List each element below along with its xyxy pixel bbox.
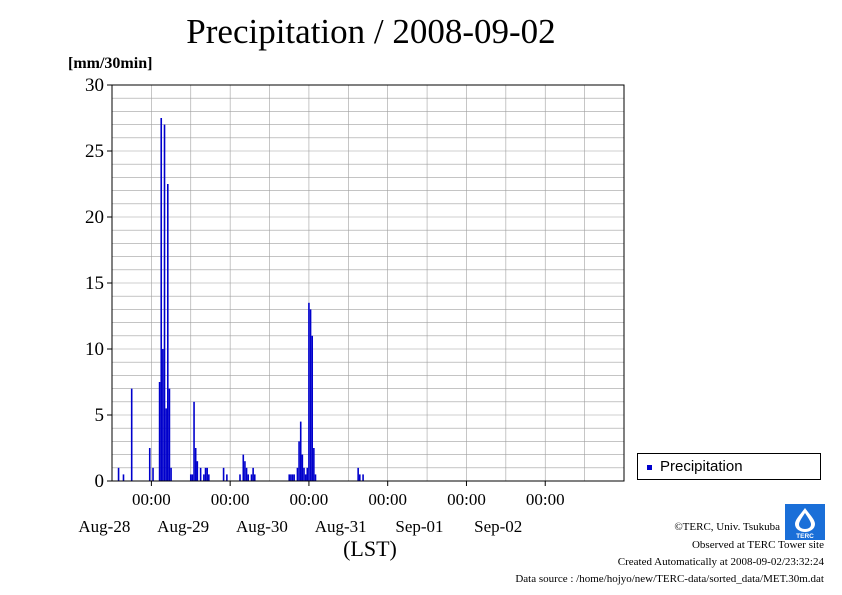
x-tick-time-label: 00:00 bbox=[290, 490, 329, 509]
x-tick-date-label: Sep-02 bbox=[474, 517, 522, 536]
precip-bar bbox=[308, 302, 310, 481]
precip-bar bbox=[189, 474, 192, 481]
y-tick-label: 25 bbox=[85, 141, 104, 162]
precip-bar bbox=[362, 474, 364, 481]
footer-copyright: ©TERC, Univ. Tsukuba bbox=[674, 521, 780, 533]
footer-created: Created Automatically at 2008-09-02/23:3… bbox=[617, 556, 824, 568]
precip-bar bbox=[245, 467, 248, 481]
precip-bar bbox=[203, 474, 205, 481]
x-tick-time-label: 00:00 bbox=[132, 490, 171, 509]
legend: Precipitation bbox=[637, 453, 821, 480]
precip-bar bbox=[239, 474, 241, 481]
precip-bar bbox=[303, 467, 305, 481]
precip-bar bbox=[160, 118, 163, 481]
precip-bar bbox=[163, 124, 166, 481]
precip-bar bbox=[117, 467, 120, 481]
x-tick-date-label: Aug-31 bbox=[315, 517, 367, 536]
precip-bar bbox=[301, 454, 304, 481]
precip-bar bbox=[170, 467, 172, 481]
x-axis: 00:00Aug-2800:00Aug-2900:00Aug-3000:00Au… bbox=[78, 481, 565, 536]
x-tick-time-label: 00:00 bbox=[526, 490, 565, 509]
legend-swatch bbox=[647, 465, 652, 470]
precip-bar bbox=[130, 388, 133, 481]
y-tick-label: 15 bbox=[85, 273, 104, 294]
x-tick-time-label: 00:00 bbox=[211, 490, 250, 509]
precip-bar bbox=[226, 474, 228, 481]
terc-logo: TERC bbox=[785, 504, 825, 540]
precip-bar bbox=[358, 474, 361, 481]
precip-bar bbox=[291, 474, 294, 481]
chart-title: Precipitation / 2008-09-02 bbox=[186, 12, 556, 51]
precip-bar bbox=[206, 467, 208, 481]
precip-bar bbox=[252, 467, 254, 481]
precip-bar bbox=[122, 474, 125, 481]
precip-bar bbox=[199, 467, 202, 481]
precip-bar bbox=[290, 474, 292, 481]
precip-bar bbox=[296, 467, 299, 481]
precip-bar bbox=[148, 448, 151, 481]
precip-bar bbox=[304, 474, 307, 481]
x-tick-date-label: Sep-01 bbox=[395, 517, 443, 536]
precip-bar bbox=[293, 474, 295, 481]
precip-bar bbox=[196, 461, 199, 481]
precip-bar bbox=[152, 467, 154, 481]
precip-bar bbox=[311, 335, 314, 481]
y-axis-unit-label: [mm/30min] bbox=[68, 55, 153, 72]
precip-bar bbox=[288, 474, 291, 481]
precip-bar bbox=[298, 441, 300, 481]
precip-bar bbox=[158, 382, 161, 481]
x-tick-date-label: Aug-28 bbox=[78, 517, 130, 536]
x-tick-date-label: Aug-29 bbox=[157, 517, 209, 536]
logo-text: TERC bbox=[796, 533, 814, 540]
precip-bar bbox=[247, 474, 250, 481]
y-tick-label: 30 bbox=[85, 75, 104, 96]
x-tick-time-label: 00:00 bbox=[368, 490, 407, 509]
precip-bar bbox=[299, 421, 302, 481]
precip-bar bbox=[162, 349, 164, 481]
legend-label: Precipitation bbox=[660, 458, 743, 475]
footer-observed: Observed at TERC Tower site bbox=[691, 539, 824, 551]
precip-bar bbox=[313, 448, 315, 481]
y-tick-label: 0 bbox=[95, 471, 105, 492]
grid-lines bbox=[112, 85, 624, 481]
y-tick-label: 10 bbox=[85, 339, 104, 360]
bar-series bbox=[117, 118, 364, 481]
precip-bar bbox=[222, 467, 225, 481]
precip-bar bbox=[242, 454, 245, 481]
y-axis: 0 5 10 15 20 25 30 bbox=[85, 75, 112, 492]
precip-bar bbox=[208, 474, 210, 481]
precip-bar bbox=[191, 474, 194, 481]
x-axis-label: (LST) bbox=[343, 536, 397, 561]
precip-bar bbox=[306, 467, 309, 481]
precip-bar bbox=[204, 467, 207, 481]
y-tick-label: 20 bbox=[85, 207, 104, 228]
precip-bar bbox=[194, 448, 197, 481]
precip-bar bbox=[253, 474, 256, 481]
precip-bar bbox=[168, 388, 171, 481]
precip-bar bbox=[244, 461, 246, 481]
precip-bar bbox=[166, 184, 169, 481]
x-tick-date-label: Aug-30 bbox=[236, 517, 288, 536]
precip-bar bbox=[314, 474, 317, 481]
precip-bar bbox=[357, 467, 359, 481]
x-tick-time-label: 00:00 bbox=[447, 490, 486, 509]
precip-bar bbox=[250, 474, 253, 481]
precip-bar bbox=[165, 408, 167, 481]
footer-source: Data source : /home/hojyo/new/TERC-data/… bbox=[515, 573, 824, 585]
precip-bar bbox=[193, 401, 195, 481]
precip-bar bbox=[309, 309, 312, 481]
y-tick-label: 5 bbox=[95, 405, 105, 426]
